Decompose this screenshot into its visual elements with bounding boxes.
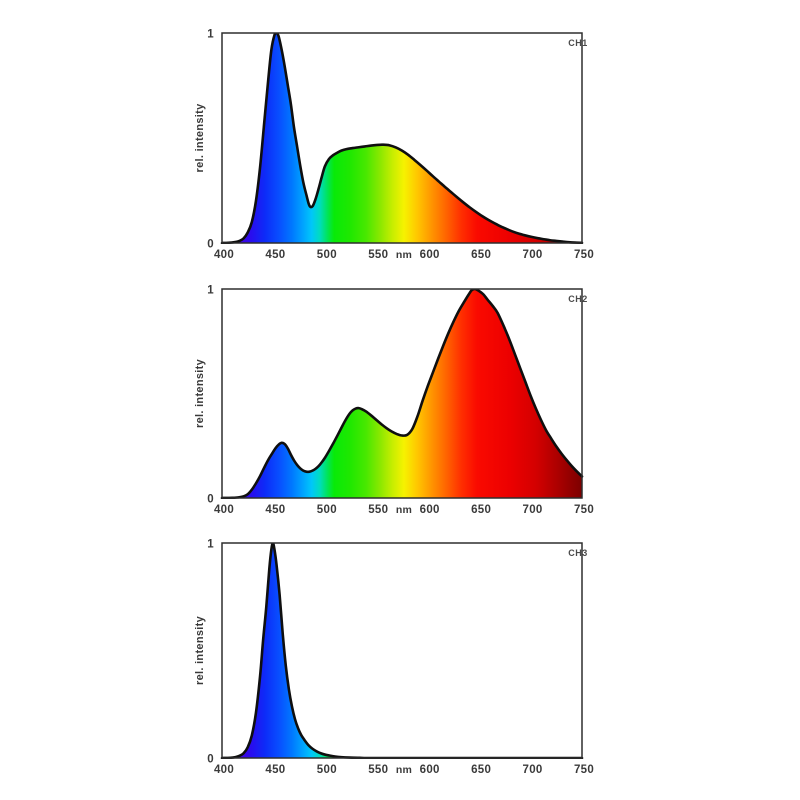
plot-border: [221, 32, 583, 244]
x-axis-unit-label: nm: [396, 764, 412, 776]
y-tick-label-max: 1: [207, 285, 214, 297]
x-tick-label: 450: [265, 249, 285, 261]
x-tick-label: 650: [471, 764, 491, 776]
x-tick-label: 550: [368, 249, 388, 261]
x-tick-label: 650: [471, 504, 491, 516]
channel-label: CH1: [568, 38, 588, 48]
x-tick-label: 650: [471, 249, 491, 261]
spectrum-curve-ch2: [220, 289, 584, 499]
x-tick-label: 700: [523, 764, 543, 776]
chart-ch2: 400 450 500 550 600 650 700 750 nm 1 0 rel. intensi…: [194, 285, 594, 517]
x-tick-label: 400: [214, 764, 234, 776]
x-tick-label: 550: [368, 764, 388, 776]
channel-label: CH2: [568, 294, 588, 304]
spectrum-curve-ch1: [220, 33, 584, 244]
x-tick-label: 750: [574, 504, 594, 516]
y-tick-label-min: 0: [207, 754, 214, 766]
chart-ch3: 400 450 500 550 600 650 700 750 nm 1 0 rel. intensi…: [194, 539, 594, 777]
x-tick-label: 500: [317, 504, 337, 516]
x-tick-label: 700: [523, 249, 543, 261]
spectrum-area-ch1: [222, 33, 582, 243]
y-tick-label-min: 0: [207, 494, 214, 506]
plot-border: [221, 288, 583, 499]
spectrum-area-ch2: [222, 289, 582, 498]
x-tick-label: 450: [265, 504, 285, 516]
x-tick-label: 550: [368, 504, 388, 516]
x-tick-label: 750: [574, 249, 594, 261]
x-axis-unit-label: nm: [396, 504, 412, 516]
y-tick-label-max: 1: [207, 29, 214, 41]
x-tick-label: 700: [523, 504, 543, 516]
x-tick-label: 600: [420, 249, 440, 261]
x-tick-label: 500: [317, 249, 337, 261]
spectrum-curve-ch3: [220, 543, 584, 759]
y-tick-label-max: 1: [207, 539, 214, 551]
plot-border: [221, 542, 583, 759]
chart-ch1: 400 450 500 550 600 650 700 750 nm 1 0 rel. intensi…: [194, 29, 594, 262]
x-tick-label: 450: [265, 764, 285, 776]
x-axis-unit-label: nm: [396, 249, 412, 261]
x-tick-label: 750: [574, 764, 594, 776]
y-axis-label: rel. intensity: [194, 615, 206, 685]
x-tick-label: 400: [214, 504, 234, 516]
x-tick-label: 600: [420, 504, 440, 516]
x-tick-label: 500: [317, 764, 337, 776]
y-axis-label: rel. intensity: [194, 103, 206, 173]
y-tick-label-min: 0: [207, 239, 214, 251]
x-tick-label: 600: [420, 764, 440, 776]
x-tick-label: 400: [214, 249, 234, 261]
y-axis-label: rel. intensity: [194, 358, 206, 428]
channel-label: CH3: [568, 548, 588, 558]
spectrum-area-ch3: [222, 543, 582, 759]
